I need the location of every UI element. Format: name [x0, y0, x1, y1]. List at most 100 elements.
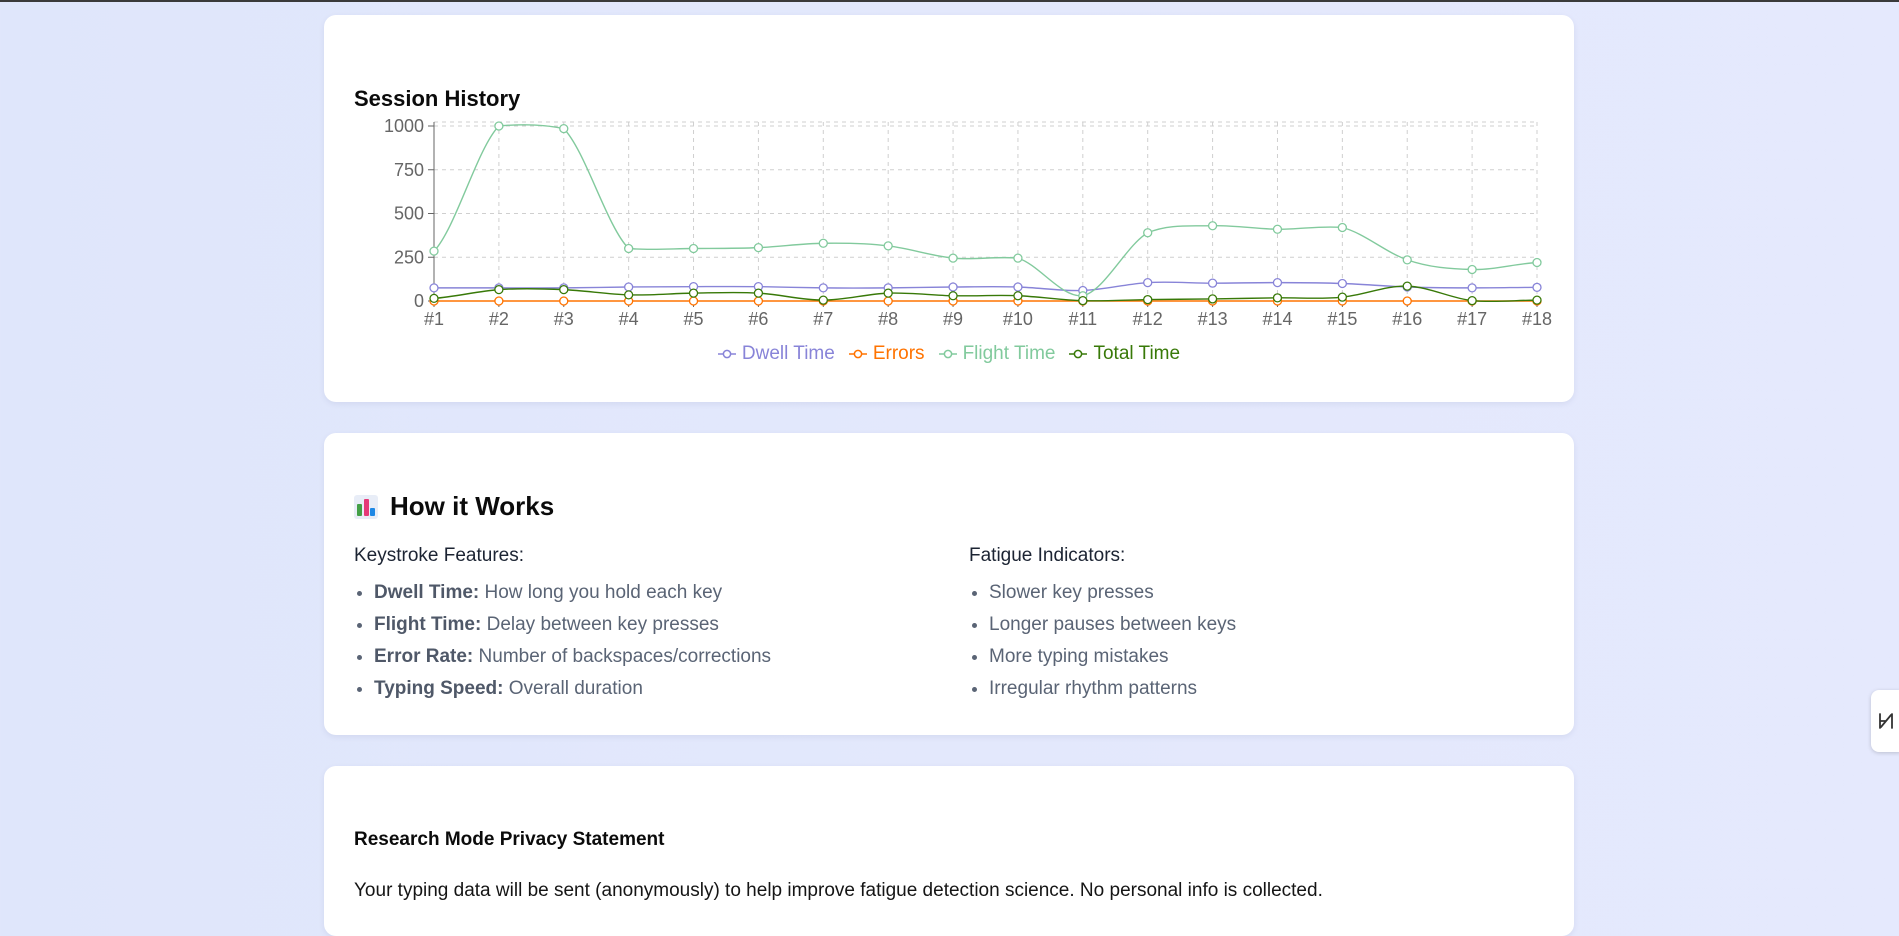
list-item: More typing mistakes	[989, 641, 1236, 673]
data-point-dwell-time	[429, 283, 439, 293]
data-point-dwell-time	[1207, 278, 1218, 288]
data-point-total-time	[494, 284, 504, 295]
data-point-errors	[883, 296, 893, 306]
x-tick-label: #15	[1327, 309, 1357, 329]
x-tick-label: #9	[943, 309, 963, 329]
x-tick-label: #1	[424, 309, 444, 329]
data-point-flight-time	[1467, 264, 1477, 275]
data-point-flight-time	[1143, 228, 1153, 238]
data-point-flight-time	[1532, 257, 1542, 268]
how-it-works-title: How it Works	[390, 491, 555, 521]
keystroke-features-heading: Keystroke Features:	[354, 545, 525, 566]
privacy-title: Research Mode Privacy Statement	[354, 829, 665, 850]
data-point-errors	[1402, 296, 1412, 306]
data-point-flight-time	[494, 121, 504, 131]
section-title: How it Works	[354, 491, 554, 522]
x-tick-label: #12	[1133, 309, 1163, 329]
y-tick-label: 1000	[384, 116, 424, 136]
list-item: Irregular rhythm patterns	[989, 673, 1236, 705]
data-point-total-time	[1272, 293, 1283, 303]
y-tick-label: 250	[394, 247, 424, 267]
legend-item: Total Time	[1069, 343, 1180, 365]
data-point-flight-time	[818, 238, 828, 248]
series-line-total-time	[433, 285, 1538, 303]
data-point-dwell-time	[948, 282, 958, 292]
data-point-flight-time	[623, 243, 634, 254]
list-item: Slower key presses	[989, 577, 1236, 609]
x-tick-label: #17	[1457, 309, 1487, 329]
data-point-dwell-time	[818, 283, 828, 293]
legend-label: Flight Time	[962, 343, 1056, 364]
data-point-flight-time	[559, 123, 569, 134]
x-tick-label: #2	[489, 309, 509, 329]
data-point-errors	[559, 296, 569, 306]
fatigue-indicators-column: Fatigue Indicators: Slower key presses L…	[969, 545, 1236, 705]
legend-label: Dwell Time	[741, 343, 835, 364]
data-point-dwell-time	[1143, 277, 1153, 288]
translate-toggle-icon	[1879, 713, 1893, 729]
y-tick-label: 750	[394, 160, 424, 180]
series-line-dwell-time	[434, 281, 1538, 292]
data-point-dwell-time	[1337, 278, 1348, 289]
list-item: Longer pauses between keys	[989, 609, 1236, 641]
feature-term: Typing Speed:	[374, 678, 504, 699]
x-tick-label: #3	[554, 309, 574, 329]
feature-desc: Delay between key presses	[481, 614, 719, 635]
data-point-flight-time	[1402, 255, 1412, 265]
window-top-border	[0, 0, 1899, 2]
y-tick-label: 0	[414, 291, 424, 311]
data-point-errors	[688, 296, 699, 306]
list-item: Flight Time: Delay between key presses	[374, 609, 771, 641]
side-panel-toggle[interactable]	[1871, 690, 1899, 752]
how-it-works-card: How it Works Keystroke Features: Dwell T…	[324, 433, 1574, 735]
x-tick-label: #13	[1198, 309, 1228, 329]
data-point-total-time	[753, 288, 764, 298]
section-title: Session History	[354, 86, 521, 111]
bar-chart-icon	[354, 494, 378, 519]
data-point-total-time	[429, 293, 439, 304]
list-item: Typing Speed: Overall duration	[374, 673, 771, 705]
data-point-total-time	[883, 288, 893, 298]
data-point-total-time	[1467, 295, 1477, 306]
list-item: Dwell Time: How long you hold each key	[374, 577, 771, 609]
data-point-total-time	[1078, 295, 1088, 306]
x-tick-label: #18	[1522, 309, 1552, 329]
session-history-chart: 0 250 500 750 1000 #1 #2 #3 #4 #5 #6 #7 #8 #9 #10 #11 #1…	[384, 116, 1552, 329]
legend-swatch	[938, 349, 957, 359]
feature-term: Flight Time:	[374, 614, 482, 635]
feature-desc: How long you hold each key	[479, 582, 723, 603]
keystroke-features-column: Keystroke Features: Dwell Time: How long…	[354, 545, 771, 705]
feature-term: Dwell Time:	[374, 582, 480, 603]
data-point-errors	[494, 296, 504, 306]
legend-label: Errors	[872, 343, 925, 364]
privacy-text: Your typing data will be sent (anonymous…	[354, 880, 1323, 901]
feature-desc: Number of backspaces/corrections	[473, 646, 772, 667]
x-tick-label: #10	[1003, 309, 1033, 329]
session-history-card: Session History 0 250 500 750 1000 #1 #2 #3 #4 #5…	[324, 15, 1574, 402]
legend-swatch	[1069, 349, 1088, 359]
legend-item: Errors	[848, 343, 925, 365]
keystroke-features-list: Dwell Time: How long you hold each key F…	[354, 577, 771, 705]
data-point-dwell-time	[1532, 282, 1542, 293]
x-tick-label: #6	[748, 309, 768, 329]
data-point-flight-time	[429, 246, 439, 256]
data-point-flight-time	[883, 241, 893, 251]
fatigue-indicators-list: Slower key presses Longer pauses between…	[969, 577, 1236, 705]
data-point-dwell-time	[1467, 283, 1477, 293]
data-point-flight-time	[688, 243, 699, 254]
data-point-total-time	[948, 291, 958, 301]
data-point-total-time	[818, 295, 828, 305]
x-tick-label: #5	[684, 309, 704, 329]
x-tick-label: #11	[1068, 309, 1097, 329]
data-point-total-time	[559, 284, 569, 295]
x-tick-label: #14	[1262, 309, 1292, 329]
legend-swatch	[717, 349, 736, 359]
data-point-total-time	[688, 288, 699, 298]
y-tick-label: 500	[394, 204, 424, 224]
x-tick-label: #16	[1392, 309, 1422, 329]
data-point-total-time	[623, 290, 634, 300]
x-tick-label: #7	[813, 309, 833, 329]
data-point-flight-time	[1207, 221, 1218, 231]
legend-swatch	[848, 349, 867, 359]
data-point-total-time	[1532, 295, 1542, 305]
